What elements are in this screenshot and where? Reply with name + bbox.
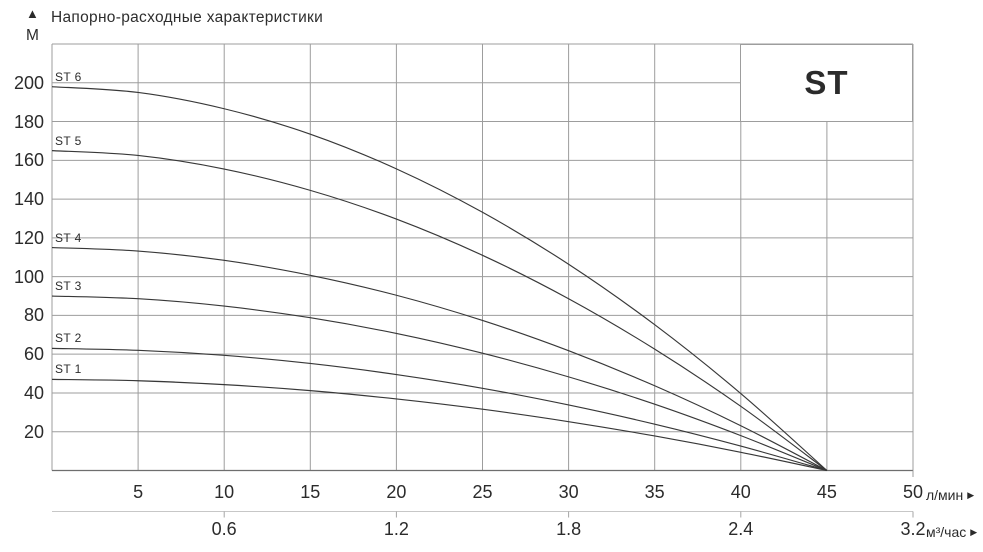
pump-curve-st-5 <box>51 150 828 471</box>
chart-title: Напорно-расходные характеристики <box>51 9 324 26</box>
pump-curve-st-1 <box>51 378 828 472</box>
x-axis-secondary-unit: м³/час ▶ <box>926 521 977 543</box>
pump-curve-st-2 <box>51 347 828 472</box>
x-axis-unit: л/мин ▶ <box>926 484 974 506</box>
pump-curve-st-6 <box>51 86 828 471</box>
y-axis-arrow-icon: ▲ <box>26 6 39 21</box>
x-axis-arrow-icon: ▶ <box>967 490 975 500</box>
x-axis-unit-label: л/мин <box>926 487 964 503</box>
x-axis-secondary-unit-label: м³/час <box>926 524 967 540</box>
pump-curve-st-3 <box>51 295 828 472</box>
pump-curve-st-4 <box>51 246 828 472</box>
series-family-badge: ST <box>740 44 913 122</box>
y-axis-unit-label: М <box>26 27 40 44</box>
x-axis-secondary-arrow-icon: ▶ <box>970 527 978 537</box>
series-family-label: ST <box>804 64 849 101</box>
